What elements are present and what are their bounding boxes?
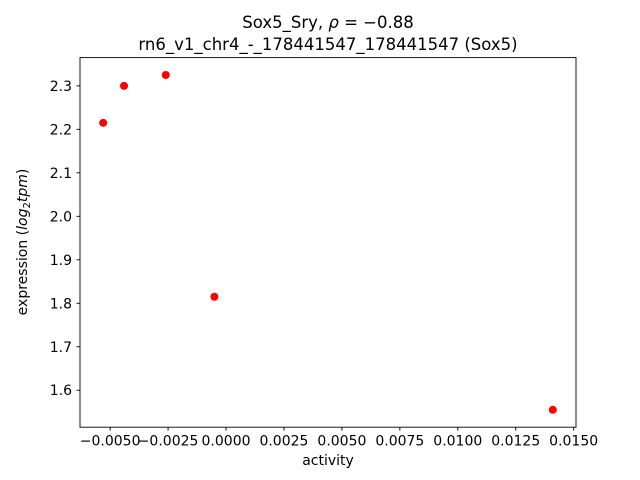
data-point xyxy=(548,405,557,414)
ticks-layer: −0.0050−0.0025 0.0000 0.0025 0.0050 0.0075 0.… xyxy=(50,79,598,450)
chart-title-rho-symbol: ρ xyxy=(328,13,339,32)
data-point xyxy=(120,81,129,90)
chart-title-line1: Sox5_Sry, ρ = −0.88 xyxy=(242,13,413,33)
y-tick-label: 1.7 xyxy=(50,340,72,356)
x-axis-label: activity xyxy=(302,453,354,469)
x-tick-label: −0.0050 xyxy=(80,434,141,450)
x-tick-label: −0.0025 xyxy=(138,434,199,450)
y-tick-label: 2.3 xyxy=(50,79,72,95)
x-tick-label: 0.0075 xyxy=(375,434,424,450)
y-tick-label: 2.1 xyxy=(50,166,72,182)
chart-title-line1-prefix: Sox5_Sry, xyxy=(242,13,328,33)
data-point xyxy=(99,118,108,127)
data-point xyxy=(161,70,170,79)
x-tick-label: 0.0000 xyxy=(202,434,251,450)
chart-title-line1-value: = −0.88 xyxy=(339,13,414,32)
x-tick-label: 0.0025 xyxy=(259,434,308,450)
y-axis-label: expression (log2tpm) xyxy=(15,169,33,316)
x-tick-label: 0.0150 xyxy=(549,434,598,450)
x-tick-label: 0.0100 xyxy=(433,434,482,450)
y-tick-label: 1.8 xyxy=(50,296,72,312)
points-layer xyxy=(99,70,557,414)
y-tick-label: 2.0 xyxy=(50,209,72,225)
y-axis-label-prefix: expression ( xyxy=(15,230,31,315)
x-tick-label: 0.0125 xyxy=(491,434,540,450)
y-axis-label-subscript: 2 xyxy=(22,202,33,208)
y-axis-label-log: log xyxy=(15,208,31,229)
y-tick-label: 2.2 xyxy=(50,122,72,138)
y-axis-label-close: ) xyxy=(15,169,31,174)
data-point xyxy=(210,292,219,301)
y-tick-label: 1.9 xyxy=(50,253,72,269)
y-axis-label-tpm: tpm xyxy=(15,174,31,202)
x-tick-label: 0.0050 xyxy=(317,434,366,450)
plot-border xyxy=(79,57,577,428)
y-tick-label: 1.6 xyxy=(50,383,72,399)
chart-title-line2: rn6_v1_chr4_-_178441547_178441547 (Sox5) xyxy=(138,35,517,55)
